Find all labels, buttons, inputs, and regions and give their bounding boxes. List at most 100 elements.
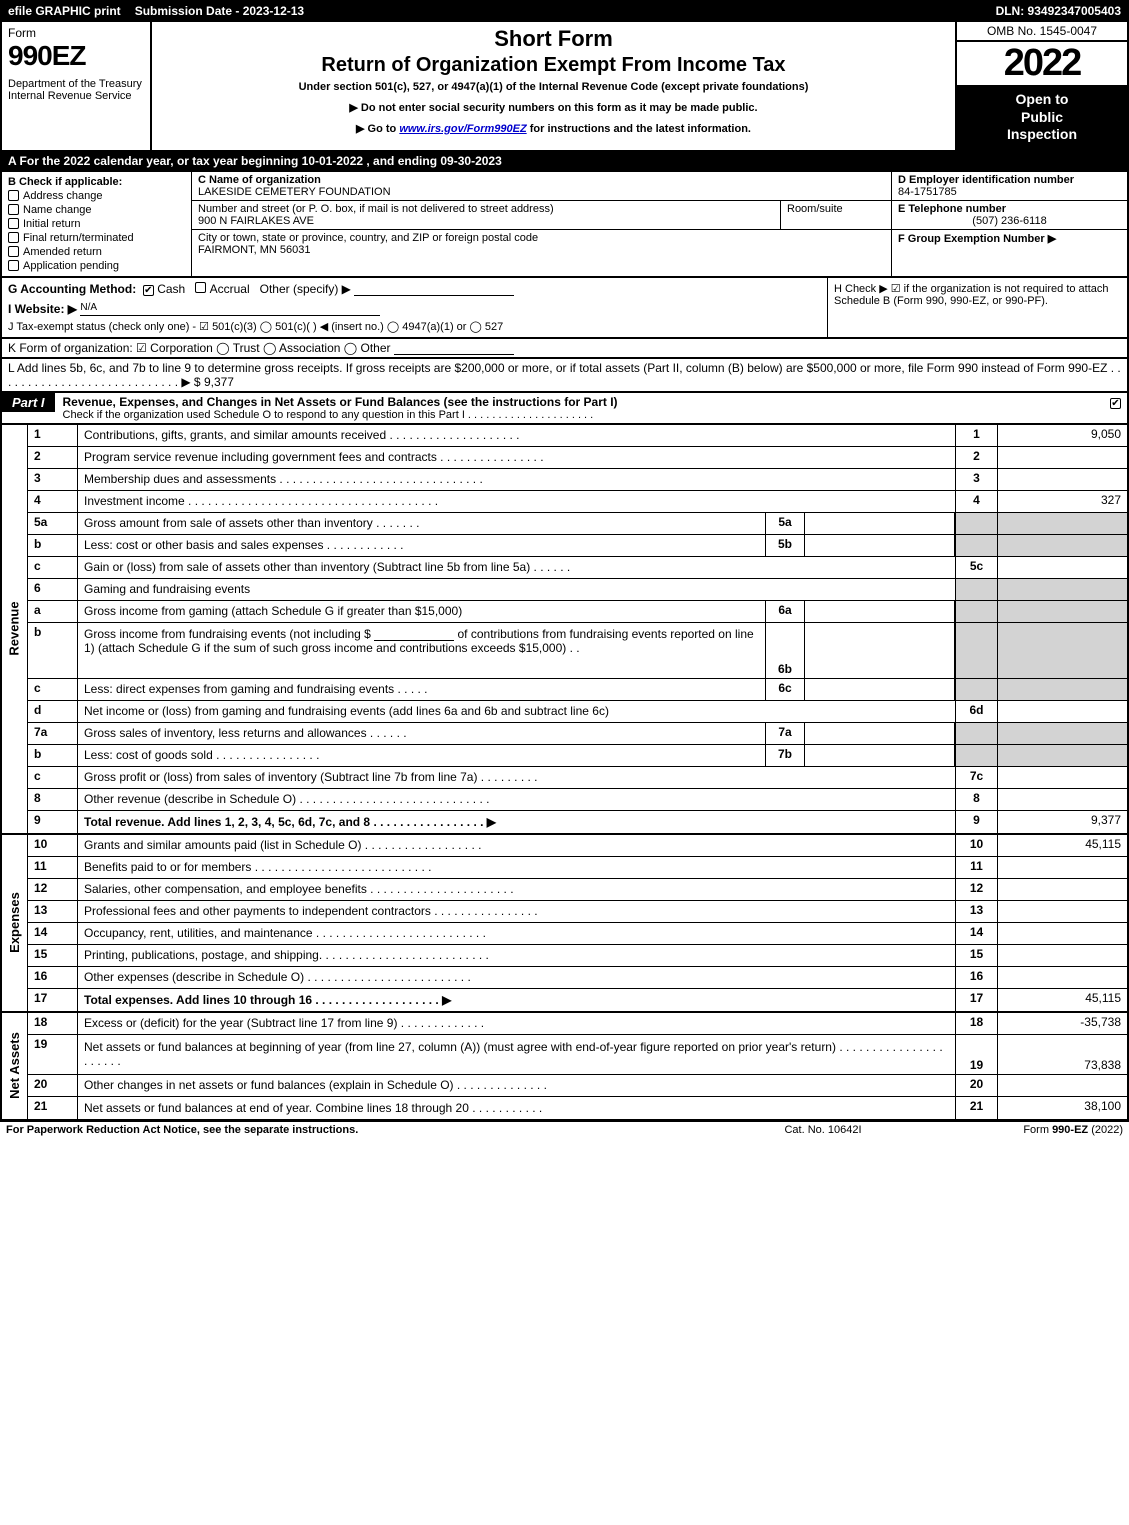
chk-initial-return[interactable]: Initial return [8,218,185,230]
line-rnum-shade [955,723,997,744]
line-desc: Net assets or fund balances at beginning… [78,1035,955,1074]
line-rnum: 1 [955,425,997,446]
expenses-body: 10 Grants and similar amounts paid (list… [28,835,1127,1011]
chk-label-amended: Amended return [23,246,102,258]
checkbox-icon[interactable] [143,285,154,296]
line-num: b [28,745,78,766]
chk-final-return[interactable]: Final return/terminated [8,232,185,244]
g-other-input[interactable] [354,282,514,296]
line-desc: Gross income from fundraising events (no… [78,623,765,678]
line-val-shade [997,601,1127,622]
checkbox-icon[interactable] [8,246,19,257]
info-grid: B Check if applicable: Address change Na… [0,172,1129,278]
line-desc: Professional fees and other payments to … [78,901,955,922]
l6b-amount-input[interactable] [374,627,454,641]
section-b-header: B Check if applicable: [8,176,185,188]
line-rnum: 7c [955,767,997,788]
line-20: 20 Other changes in net assets or fund b… [28,1075,1127,1097]
line-15: 15 Printing, publications, postage, and … [28,945,1127,967]
chk-application-pending[interactable]: Application pending [8,260,185,272]
line-4: 4 Investment income . . . . . . . . . . … [28,491,1127,513]
line-subval [805,623,955,678]
line-5c: c Gain or (loss) from sale of assets oth… [28,557,1127,579]
footer-left: For Paperwork Reduction Act Notice, see … [6,1124,723,1136]
line-6: 6 Gaming and fundraising events [28,579,1127,601]
revenue-section: Revenue 1 Contributions, gifts, grants, … [0,425,1129,835]
line-desc: Total revenue. Add lines 1, 2, 3, 4, 5c,… [78,811,955,833]
line-rnum: 3 [955,469,997,490]
line-num: 12 [28,879,78,900]
line-num: 5a [28,513,78,534]
line-rnum: 11 [955,857,997,878]
checkbox-icon[interactable] [195,282,206,293]
city-row: City or town, state or province, country… [192,230,891,258]
header-left: Form 990EZ Department of the Treasury In… [2,22,152,150]
checkbox-icon[interactable] [8,232,19,243]
line-num: 9 [28,811,78,833]
line-num: 6 [28,579,78,600]
line-desc: Benefits paid to or for members . . . . … [78,857,955,878]
line-val: 9,377 [997,811,1127,833]
chk-label-name: Name change [23,204,92,216]
line-num: d [28,701,78,722]
side-label-net-assets: Net Assets [2,1013,28,1119]
line-9: 9 Total revenue. Add lines 1, 2, 3, 4, 5… [28,811,1127,833]
irs-link[interactable]: www.irs.gov/Form990EZ [399,123,526,135]
line-num: 15 [28,945,78,966]
line-num: 17 [28,989,78,1011]
footer-right: Form 990-EZ (2022) [923,1124,1123,1136]
expenses-section: Expenses 10 Grants and similar amounts p… [0,835,1129,1013]
part-title-text: Revenue, Expenses, and Changes in Net As… [63,395,618,409]
efile-print-cell[interactable]: efile GRAPHIC print [2,2,129,20]
line-val [997,879,1127,900]
subtitle: Under section 501(c), 527, or 4947(a)(1)… [158,81,949,93]
line-subval [805,745,955,766]
line-num: 1 [28,425,78,446]
title-short-form: Short Form [158,26,949,52]
line-rnum: 16 [955,967,997,988]
k-other-input[interactable] [394,341,514,355]
line-desc: Total expenses. Add lines 10 through 16 … [78,989,955,1011]
chk-address-change[interactable]: Address change [8,190,185,202]
line-11: 11 Benefits paid to or for members . . .… [28,857,1127,879]
line-val [997,447,1127,468]
line-rnum-shade [955,623,997,678]
line-val: 9,050 [997,425,1127,446]
line-desc: Gain or (loss) from sale of assets other… [78,557,955,578]
line-5a: 5a Gross amount from sale of assets othe… [28,513,1127,535]
line-rnum-shade [955,513,997,534]
group-exemption-row: F Group Exemption Number ▶ [892,230,1127,276]
line-rnum: 2 [955,447,997,468]
line-val-shade [997,623,1127,678]
footer-right-pre: Form [1023,1124,1052,1136]
line-3: 3 Membership dues and assessments . . . … [28,469,1127,491]
checkbox-icon[interactable] [8,260,19,271]
chk-amended-return[interactable]: Amended return [8,246,185,258]
checkbox-icon[interactable] [8,190,19,201]
section-c: C Name of organization LAKESIDE CEMETERY… [192,172,892,276]
checkbox-icon[interactable] [8,218,19,229]
line-num: a [28,601,78,622]
line-rnum: 12 [955,879,997,900]
chk-name-change[interactable]: Name change [8,204,185,216]
line-num: 16 [28,967,78,988]
chk-label-initial: Initial return [23,218,80,230]
line-desc: Other revenue (describe in Schedule O) .… [78,789,955,810]
row-k: K Form of organization: ☑ Corporation ◯ … [0,339,1129,359]
g-other: Other (specify) ▶ [260,282,351,296]
row-a-tax-year: A For the 2022 calendar year, or tax yea… [0,152,1129,172]
line-desc: Gross income from gaming (attach Schedul… [78,601,765,622]
line-7c: c Gross profit or (loss) from sales of i… [28,767,1127,789]
checkbox-icon[interactable] [8,204,19,215]
room-label: Room/suite [787,203,843,215]
line-8: 8 Other revenue (describe in Schedule O)… [28,789,1127,811]
line-desc: Occupancy, rent, utilities, and maintena… [78,923,955,944]
line-2: 2 Program service revenue including gove… [28,447,1127,469]
line-val [997,923,1127,944]
part-i-checkbox[interactable] [1104,393,1127,411]
group-exemption-label: F Group Exemption Number ▶ [898,233,1056,245]
topbar-spacer [312,2,989,20]
i-label: I Website: ▶ [8,302,77,316]
line-rnum: 18 [955,1013,997,1034]
line-num: b [28,535,78,556]
